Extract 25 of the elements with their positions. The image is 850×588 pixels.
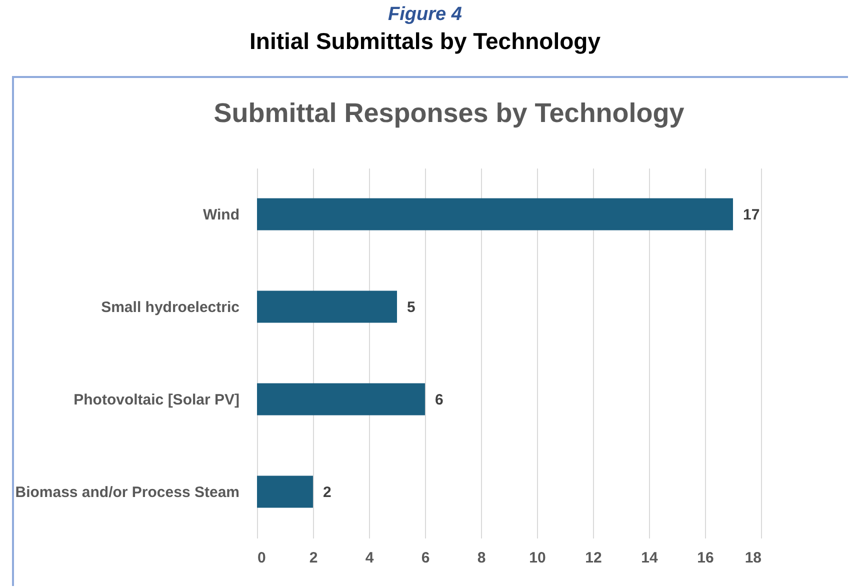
x-tick-label: 18 <box>744 550 762 566</box>
x-tick-label: 6 <box>421 550 430 566</box>
data-label: 5 <box>407 298 416 316</box>
bar <box>257 476 313 508</box>
x-tick-label: 0 <box>258 550 266 566</box>
x-tick-label: 12 <box>585 550 602 566</box>
x-tick-label: 4 <box>365 550 374 566</box>
data-label: 17 <box>743 206 760 224</box>
x-tick-label: 2 <box>309 550 318 566</box>
caption: Figure 4 <box>387 4 463 27</box>
data-label: 2 <box>323 484 332 501</box>
x-tick-label: 8 <box>477 550 486 566</box>
data-label: 6 <box>435 391 444 408</box>
bar <box>257 383 425 416</box>
y-tick-label: Photovoltaic [Solar PV] <box>74 391 240 408</box>
x-tick-label: 14 <box>641 550 658 566</box>
y-tick-label: Small hydroelectric <box>101 298 240 316</box>
bar <box>257 198 733 230</box>
bar <box>257 290 397 323</box>
y-tick-label: Wind <box>202 206 240 224</box>
x-tick-label: 16 <box>697 550 714 566</box>
x-tick-label: 10 <box>529 550 546 566</box>
text: Initial Submittals by Technology <box>248 28 602 56</box>
chart-title: Submittal Responses by Technology <box>214 98 684 128</box>
y-tick-label: Biomass and/or Process Steam <box>15 484 240 501</box>
